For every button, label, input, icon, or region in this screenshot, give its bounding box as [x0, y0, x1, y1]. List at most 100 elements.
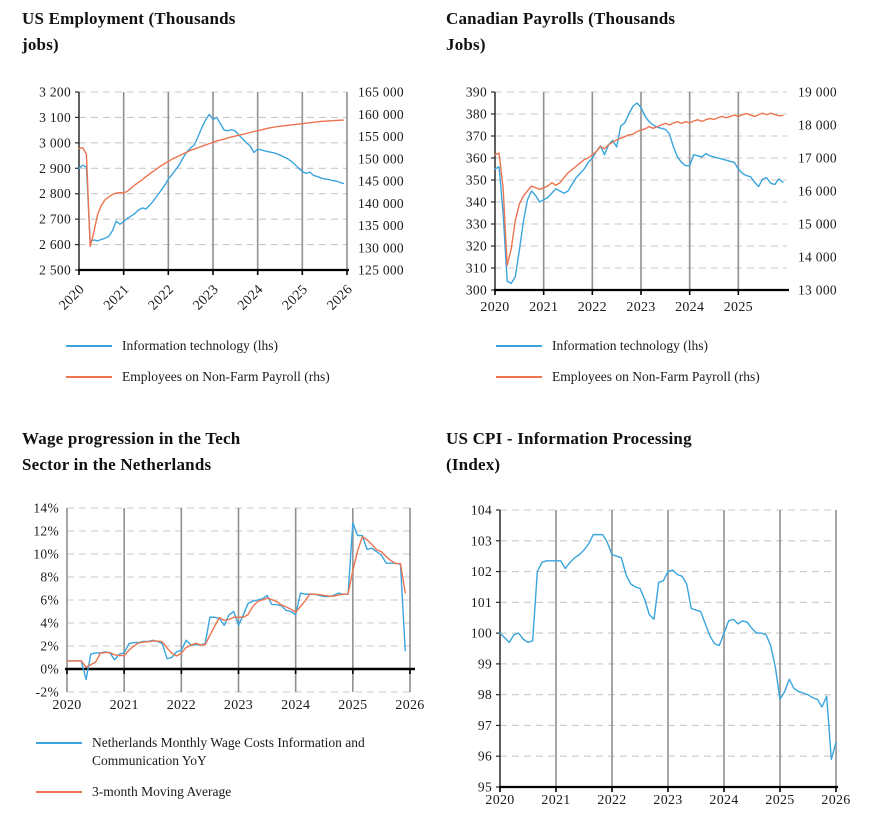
- y-tick-label-right: 130 000: [358, 240, 404, 255]
- y-tick-label-left: 350: [466, 173, 487, 188]
- chart-title-us-cpi: US CPI - Information Processing (Index): [446, 426, 692, 477]
- nl-wage-legend: Netherlands Monthly Wage Costs Informati…: [36, 734, 377, 800]
- legend-label: 3-month Moving Average: [92, 783, 232, 799]
- x-tick-label: 2024: [675, 300, 704, 315]
- y-tick-label-right: 150 000: [358, 151, 404, 166]
- y-tick-label-left: 3 100: [39, 110, 71, 125]
- y-tick-label-left: 330: [466, 217, 487, 232]
- y-tick-label-right: 14 000: [798, 250, 837, 265]
- x-tick-label: 2023: [191, 282, 222, 313]
- y-tick-label-left: 98: [478, 687, 492, 702]
- y-tick-label-left: 102: [471, 564, 492, 579]
- y-tick-label-left: 310: [466, 261, 487, 276]
- y-tick-label-left: 6%: [40, 593, 59, 608]
- y-tick-label-left: 0%: [40, 662, 59, 677]
- y-tick-label-left: 390: [466, 85, 487, 100]
- y-tick-label-left: 380: [466, 107, 487, 122]
- y-tick-label-right: 19 000: [798, 85, 837, 100]
- y-tick-label-left: 103: [471, 533, 492, 548]
- y-tick-label-left: 2 500: [39, 263, 71, 278]
- series-line-0: [78, 113, 344, 243]
- series-line-0: [66, 522, 406, 681]
- legend-item: Netherlands Monthly Wage Costs Informati…: [36, 734, 377, 770]
- y-tick-label-left: 12%: [33, 524, 59, 539]
- x-tick-label: 2021: [110, 698, 139, 713]
- x-tick-label: 2022: [167, 698, 196, 713]
- series-line-1: [78, 119, 344, 248]
- y-tick-label-left: 2 800: [39, 186, 71, 201]
- title-line: (Index): [446, 454, 501, 474]
- y-tick-label-right: 145 000: [358, 174, 404, 189]
- y-tick-label-left: -2%: [36, 685, 59, 700]
- title-line: Canadian Payrolls (Thousands: [446, 9, 676, 28]
- legend-label: Employees on Non-Farm Payroll (rhs): [122, 368, 330, 384]
- legend-swatch-orange-line: [496, 375, 542, 378]
- title-line: US Employment (Thousands: [22, 9, 236, 28]
- y-tick-label-left: 3 200: [39, 85, 71, 100]
- canadian-payrolls-legend: Information technology (lhs) Employees o…: [496, 337, 760, 386]
- x-tick-label: 2023: [224, 698, 253, 713]
- y-tick-label-right: 15 000: [798, 217, 837, 232]
- y-tick-label-left: 96: [478, 749, 492, 764]
- y-tick-label-left: 2 900: [39, 161, 71, 176]
- x-tick-label: 2021: [529, 300, 558, 315]
- y-tick-label-left: 14%: [33, 501, 59, 516]
- legend-item: Information technology (lhs): [496, 337, 760, 355]
- title-line: Wage progression in the Tech: [22, 429, 241, 448]
- legend-swatch-blue-line: [496, 345, 542, 347]
- y-tick-label-left: 97: [478, 718, 492, 733]
- y-tick-label-left: 2 700: [39, 212, 71, 227]
- x-tick-label: 2026: [821, 793, 850, 808]
- y-tick-label-right: 135 000: [358, 218, 404, 233]
- x-tick-label: 2022: [146, 282, 177, 313]
- y-tick-label-right: 18 000: [798, 118, 837, 133]
- x-tick-label: 2022: [597, 793, 626, 808]
- x-tick-label: 2023: [653, 793, 682, 808]
- x-tick-label: 2022: [578, 300, 607, 315]
- y-tick-label-left: 101: [471, 595, 492, 610]
- series-line-1: [66, 536, 406, 668]
- x-tick-label: 2020: [480, 300, 509, 315]
- title-line: Jobs): [446, 34, 486, 54]
- y-tick-label-left: 99: [478, 656, 492, 671]
- legend-swatch-blue-line: [36, 742, 82, 744]
- y-tick-label-left: 3 000: [39, 135, 71, 150]
- legend-item: Employees on Non-Farm Payroll (rhs): [66, 368, 330, 386]
- x-tick-label: 2026: [325, 282, 356, 313]
- x-tick-label: 2025: [280, 282, 311, 313]
- y-tick-label-right: 16 000: [798, 184, 837, 199]
- us-employment-legend: Information technology (lhs) Employees o…: [66, 337, 330, 386]
- y-tick-label-left: 320: [466, 239, 487, 254]
- x-tick-label: 2024: [709, 793, 738, 808]
- y-tick-label-left: 340: [466, 195, 487, 210]
- series-line-0: [499, 533, 837, 760]
- legend-swatch-orange-line: [36, 790, 82, 793]
- series-line-0: [494, 102, 784, 285]
- y-tick-label-left: 4%: [40, 616, 59, 631]
- y-tick-label-right: 165 000: [358, 85, 404, 100]
- legend-label: Information technology (lhs): [552, 338, 708, 353]
- y-tick-label-left: 360: [466, 151, 487, 166]
- legend-swatch-orange-line: [66, 375, 112, 378]
- y-tick-label-left: 2 600: [39, 237, 71, 252]
- y-tick-label-left: 370: [466, 129, 487, 144]
- y-tick-label-right: 13 000: [798, 283, 837, 298]
- nl-wage-plot: 14% 12% 10% 8% 6% 4% 2% 0% -2%2020 2021 2022 2023 20…: [33, 501, 424, 714]
- chart-title-canadian-payrolls: Canadian Payrolls (Thousands Jobs): [446, 6, 675, 57]
- y-tick-label-left: 100: [471, 626, 492, 641]
- x-tick-label: 2024: [281, 698, 310, 713]
- y-tick-label-left: 10%: [33, 547, 59, 562]
- legend-label: Netherlands Monthly Wage Costs Informati…: [92, 735, 365, 768]
- x-tick-label: 2025: [765, 793, 794, 808]
- canadian-payrolls-plot: 390 380 370 360 350 340 330 320 310 300 19 000 18 0…: [466, 85, 837, 316]
- legend-item: Employees on Non-Farm Payroll (rhs): [496, 368, 760, 386]
- y-tick-label-left: 2%: [40, 639, 59, 654]
- y-tick-label-right: 155 000: [358, 129, 404, 144]
- legend-label: Employees on Non-Farm Payroll (rhs): [552, 368, 760, 384]
- y-tick-label-left: 104: [471, 503, 492, 518]
- x-tick-label: 2021: [101, 282, 132, 313]
- y-tick-label-left: 300: [466, 283, 487, 298]
- series-line-1: [494, 112, 784, 266]
